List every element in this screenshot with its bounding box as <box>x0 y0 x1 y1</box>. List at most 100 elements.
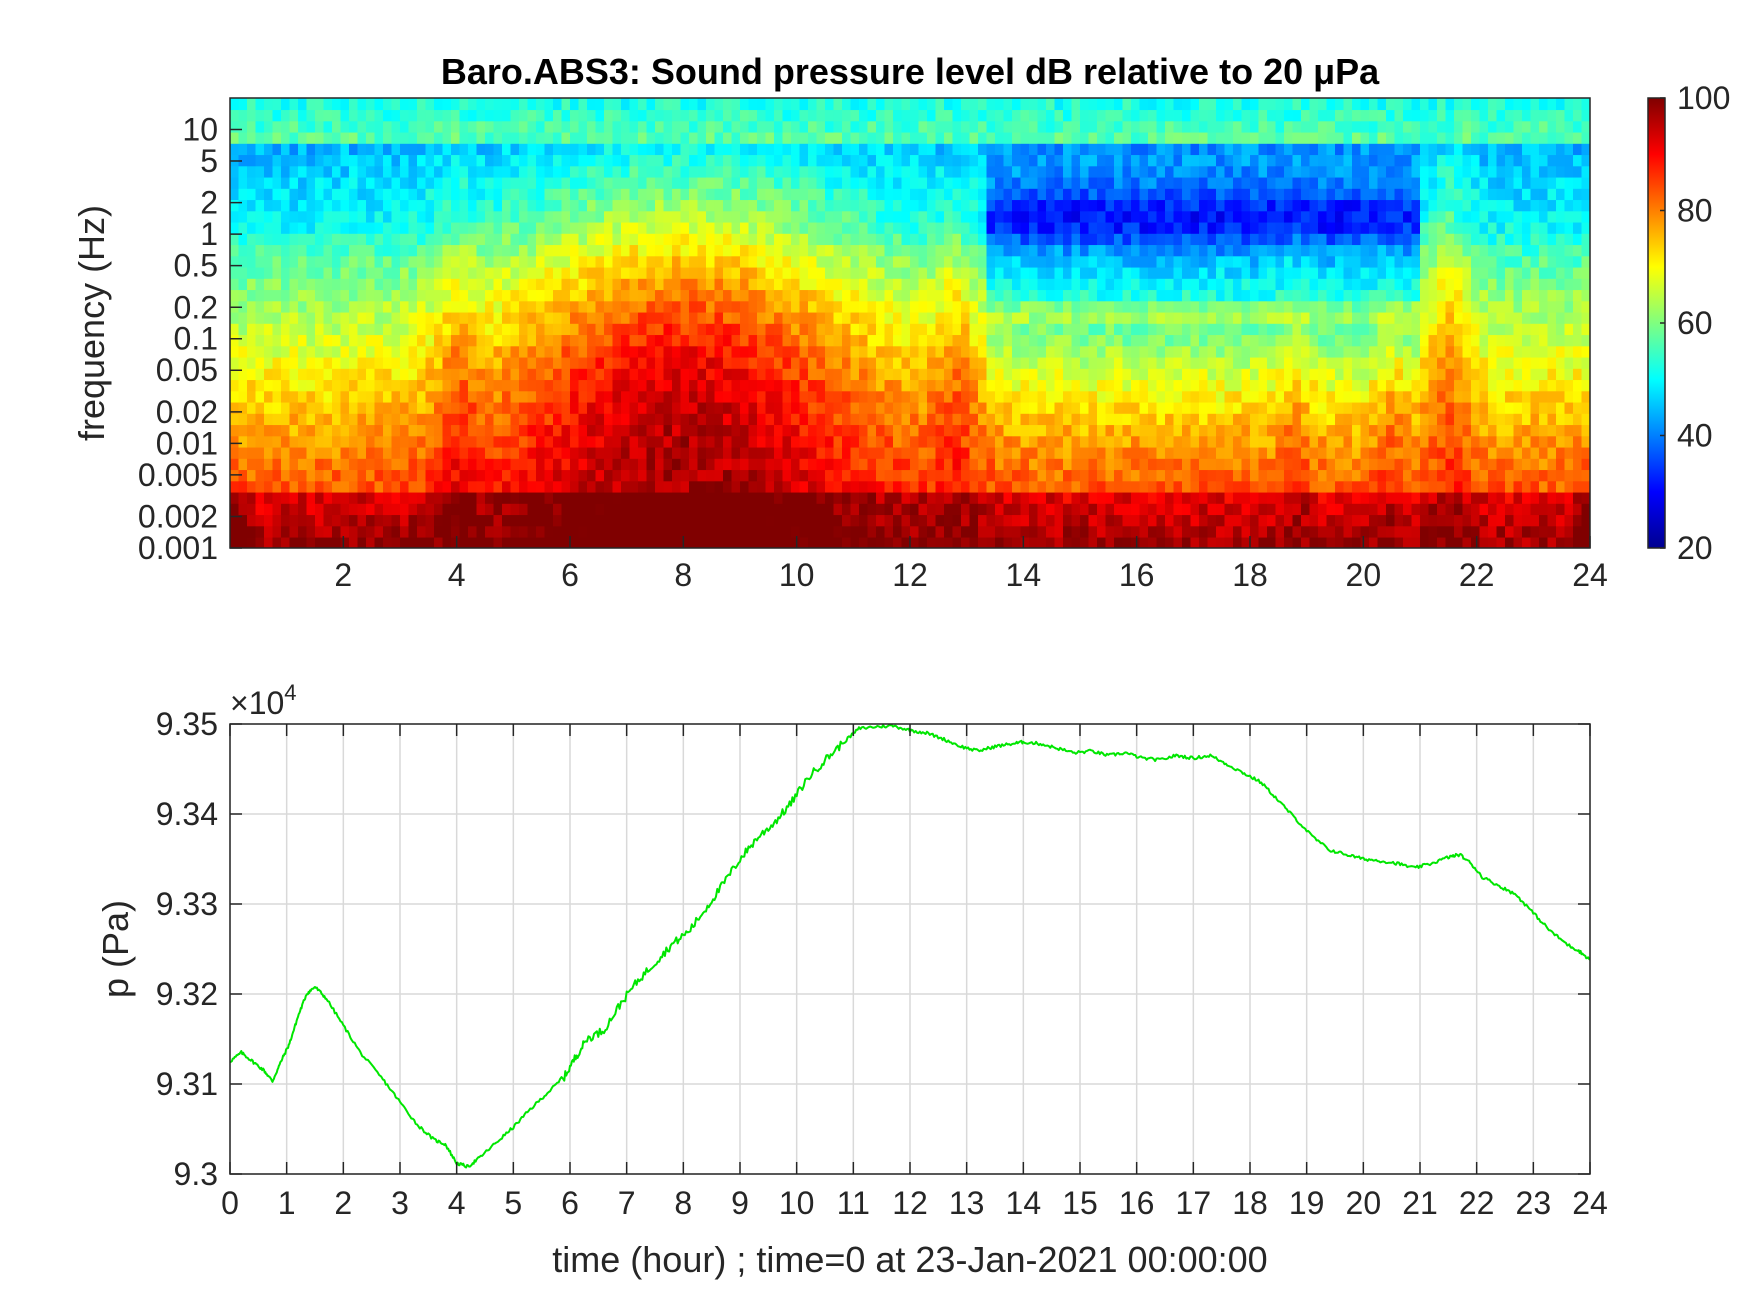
spectrogram-cell <box>935 233 945 246</box>
spectrogram-cell <box>1284 424 1294 437</box>
spectrogram-cell <box>349 176 359 189</box>
spectrogram-cell <box>238 536 248 548</box>
spectrogram-cell <box>986 401 996 414</box>
spectrogram-cell <box>978 154 988 167</box>
spectrogram-cell <box>774 491 784 504</box>
spectrogram-cell <box>1207 536 1217 548</box>
spectrogram-cell <box>1105 176 1115 189</box>
spectrogram-cell <box>680 514 690 527</box>
spectrogram-cell <box>833 300 843 313</box>
spectrogram-cell <box>357 379 367 392</box>
spectrogram-cell <box>383 491 393 504</box>
spectrogram-cell <box>986 143 996 156</box>
spectrogram-cell <box>850 120 860 133</box>
spectrogram-cell <box>808 233 818 246</box>
spectrogram-cell <box>952 131 962 144</box>
spectrogram-cell <box>366 266 376 279</box>
spectrogram-cell <box>714 165 724 178</box>
spectrogram-cell <box>1156 345 1166 358</box>
spectrogram-cell <box>765 278 775 291</box>
spectrogram-cell <box>944 401 954 414</box>
spectrogram-cell <box>1122 188 1132 201</box>
spectrogram-cell <box>893 165 903 178</box>
spectrogram-cell <box>697 458 707 471</box>
spectrogram-cell <box>1284 536 1294 548</box>
spectrogram-cell <box>298 255 308 268</box>
spectrogram-cell <box>519 244 529 257</box>
spectrogram-cell <box>663 221 673 234</box>
spectrogram-cell <box>366 401 376 414</box>
spectrogram-cell <box>1046 345 1056 358</box>
spectrogram-cell <box>799 491 809 504</box>
spectrogram-cell <box>323 165 333 178</box>
spectrogram-cell <box>264 525 274 538</box>
spectrogram-cell <box>366 390 376 403</box>
spectrogram-cell <box>740 188 750 201</box>
spectrogram-cell <box>612 176 622 189</box>
spectrogram-cell <box>264 435 274 448</box>
spectrogram-cell <box>697 176 707 189</box>
spectrogram-cell <box>1003 143 1013 156</box>
spectrogram-cell <box>434 491 444 504</box>
spectrogram-cell <box>1148 255 1158 268</box>
spectrogram-cell <box>391 435 401 448</box>
spectrogram-cell <box>952 390 962 403</box>
spectrogram-cell <box>408 368 418 381</box>
spectrogram-cell <box>850 458 860 471</box>
spectrogram-cell <box>867 536 877 548</box>
spectrogram-cell <box>1216 491 1226 504</box>
spectrogram-cell <box>1284 525 1294 538</box>
spectrogram-cell <box>689 165 699 178</box>
spectrogram-cell <box>1122 300 1132 313</box>
spectrogram-cell <box>366 491 376 504</box>
spectrogram-cell <box>1173 469 1183 482</box>
spectrogram-cell <box>255 278 265 291</box>
spectrogram-cell <box>272 131 282 144</box>
spectrogram-cell <box>1105 311 1115 324</box>
spectrogram-cell <box>408 458 418 471</box>
spectrogram-cell <box>1190 233 1200 246</box>
spectrogram-cell <box>935 278 945 291</box>
spectrogram-cell <box>476 154 486 167</box>
spectrogram-cell <box>527 300 537 313</box>
spectrogram-cell <box>867 379 877 392</box>
spectrogram-cell <box>391 311 401 324</box>
spectrogram-cell <box>859 345 869 358</box>
spectrogram-cell <box>451 131 461 144</box>
spectrogram-cell <box>1139 334 1149 347</box>
spectrogram-cell <box>952 446 962 459</box>
spectrogram-cell <box>638 210 648 223</box>
spectrogram-cell <box>357 289 367 302</box>
spectrogram-cell <box>1182 514 1192 527</box>
spectrogram-cell <box>264 221 274 234</box>
spectrogram-cell <box>247 368 257 381</box>
spectrogram-cell <box>1233 188 1243 201</box>
spectrogram-cell <box>332 446 342 459</box>
spectrogram-cell <box>663 469 673 482</box>
spectrogram-cell <box>400 266 410 279</box>
spectrogram-cell <box>1199 188 1209 201</box>
spectrogram-cell <box>1207 424 1217 437</box>
spectrogram-cell <box>1003 536 1013 548</box>
spectrogram-cell <box>1267 311 1277 324</box>
spectrogram-cell <box>536 289 546 302</box>
spectrogram-cell <box>961 469 971 482</box>
spectrogram-cell <box>595 244 605 257</box>
spectrogram-cell <box>459 188 469 201</box>
spectrogram-cell <box>1199 154 1209 167</box>
spectrogram-cell <box>306 345 316 358</box>
spectrogram-cell <box>901 401 911 414</box>
spectrogram-cell <box>1182 446 1192 459</box>
spectrogram-cell <box>952 255 962 268</box>
spectrogram-cell <box>1097 154 1107 167</box>
spectrogram-cell <box>400 345 410 358</box>
spectrogram-cell <box>553 221 563 234</box>
spectrogram-cell <box>1284 379 1294 392</box>
spectrogram-cell <box>1063 413 1073 426</box>
spectrogram-cell <box>425 469 435 482</box>
spectrogram-cell <box>1054 469 1064 482</box>
spectrogram-cell <box>774 311 784 324</box>
spectrogram-cell <box>1080 154 1090 167</box>
spectrogram-cell <box>816 266 826 279</box>
spectrogram-cell <box>1207 491 1217 504</box>
